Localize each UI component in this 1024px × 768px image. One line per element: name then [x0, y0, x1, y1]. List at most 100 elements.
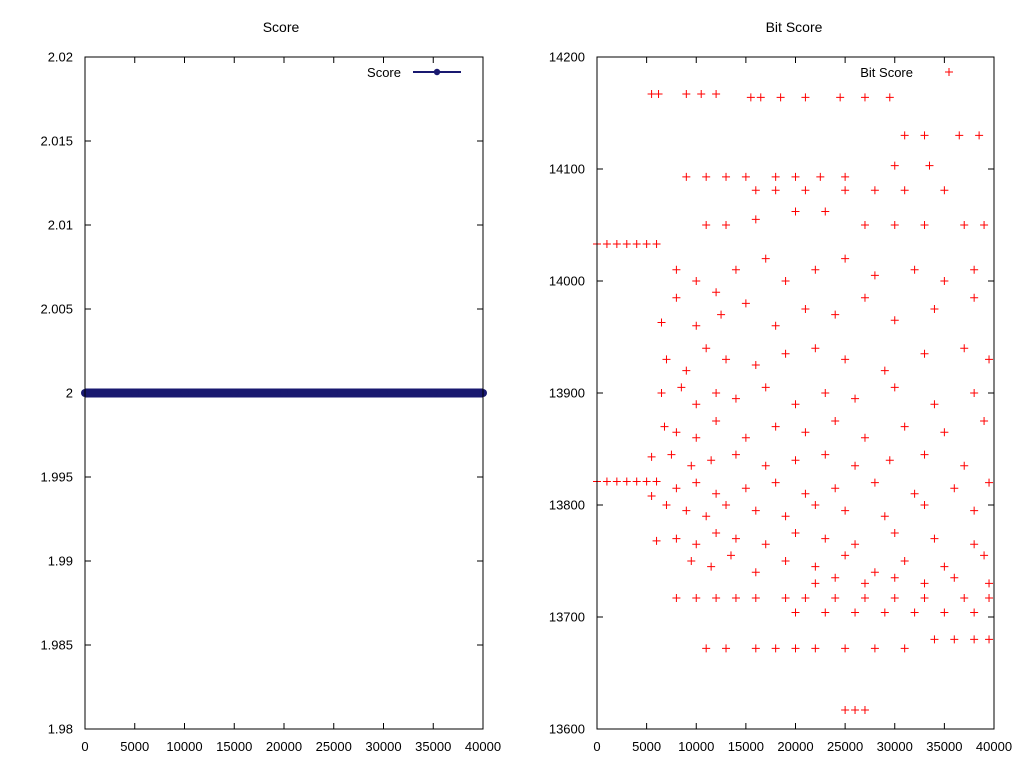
data-point [791, 608, 800, 617]
legend: Score [367, 65, 461, 80]
data-point [890, 316, 899, 325]
data-point [751, 568, 760, 577]
data-point [692, 540, 701, 549]
data-point [712, 529, 721, 537]
data-point [771, 478, 780, 487]
data-point [870, 644, 879, 653]
data-point [970, 293, 979, 302]
data-point [751, 361, 760, 369]
y-axis: 1.98 1.985 1.99 1.995 2 2.005 2.01 2.015 2.02 [40, 50, 483, 737]
data-point [712, 89, 721, 98]
data-point [985, 355, 994, 364]
data-point [851, 705, 860, 714]
data-point [642, 240, 651, 249]
data-point [751, 186, 760, 195]
y-tick-label: 14200 [549, 50, 585, 65]
data-point [841, 254, 850, 263]
data-point [821, 450, 830, 459]
data-point [702, 172, 711, 181]
data-point [910, 489, 919, 498]
data-point [900, 557, 909, 565]
data-point [801, 186, 810, 195]
data-point [890, 221, 899, 229]
data-point [771, 186, 780, 195]
data-point [697, 89, 706, 98]
data-point [741, 172, 750, 181]
data-point [781, 593, 790, 602]
data-point [632, 240, 641, 249]
data-point [900, 644, 909, 653]
data-point [712, 489, 721, 498]
data-point [652, 536, 661, 545]
data-point [870, 478, 879, 487]
data-point [622, 240, 631, 249]
plot-frame [596, 56, 995, 730]
data-point [816, 172, 825, 181]
data-point [980, 221, 989, 229]
data-point [642, 477, 651, 486]
data-point [900, 131, 909, 140]
data-point [702, 644, 711, 653]
data-point [722, 644, 731, 653]
data-point [741, 484, 750, 493]
x-axis: 0 5000 10000 15000 20000 25000 30000 35000 40000 [593, 57, 1012, 754]
data-point [652, 477, 661, 486]
data-point [811, 644, 820, 653]
data-point [920, 579, 929, 588]
data-point [950, 635, 959, 644]
data-point [860, 293, 869, 302]
data-point [960, 344, 969, 353]
x-tick-label: 0 [593, 739, 600, 754]
data-point [751, 506, 760, 515]
data-point [841, 186, 850, 195]
data-point [741, 433, 750, 442]
data-point [647, 492, 656, 501]
data-point [692, 478, 701, 487]
data-point [687, 557, 696, 565]
data-point [682, 366, 691, 375]
data-point [329, 389, 338, 397]
legend-label: Score [367, 65, 401, 80]
data-point [791, 644, 800, 653]
data-point [860, 221, 869, 229]
data-point [890, 383, 899, 392]
data-point [429, 389, 438, 397]
data-point [761, 383, 770, 392]
data-point [771, 321, 780, 330]
data-point [751, 644, 760, 653]
data-point [925, 161, 934, 170]
data-point [860, 593, 869, 602]
data-point [791, 456, 800, 465]
data-point [920, 501, 929, 509]
x-tick-label: 30000 [365, 739, 401, 754]
data-point [851, 461, 860, 470]
data-point [682, 172, 691, 181]
data-point [672, 293, 681, 302]
data-point [831, 310, 840, 319]
data-point [632, 477, 641, 486]
data-point [940, 186, 949, 195]
x-tick-label: 15000 [216, 739, 252, 754]
x-tick-label: 40000 [465, 739, 501, 754]
data-point [970, 506, 979, 515]
data-point [731, 534, 740, 543]
data-point [821, 534, 830, 543]
data-point [920, 221, 929, 229]
data-point [821, 389, 830, 397]
y-tick-label: 1.985 [40, 638, 73, 653]
x-tick-label: 5000 [632, 739, 661, 754]
data-point [702, 344, 711, 353]
data-point [870, 186, 879, 195]
data-point [791, 529, 800, 537]
data-point [682, 89, 691, 98]
data-point [890, 573, 899, 582]
data-point [980, 551, 989, 560]
data-point [731, 265, 740, 274]
data-point [970, 608, 979, 617]
x-tick-label: 20000 [777, 739, 813, 754]
data-point [682, 506, 691, 515]
data-point [130, 389, 139, 397]
x-tick-label: 35000 [415, 739, 451, 754]
legend-marker [945, 68, 953, 76]
y-axis: 13600 13700 13800 13900 14000 14100 14200 [549, 50, 994, 737]
